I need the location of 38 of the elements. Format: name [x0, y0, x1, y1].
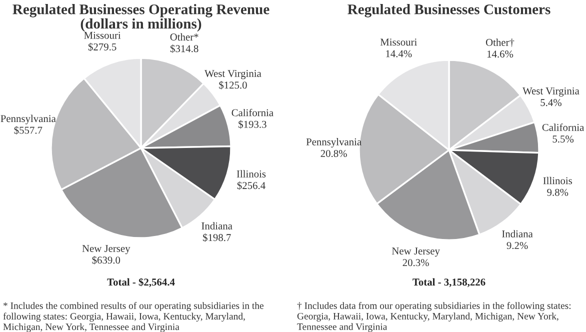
slice-label: Missouri	[84, 32, 121, 39]
slice-label: New Jersey	[392, 248, 440, 257]
text: † Includes data from our operating subsidiaries in the following states: Georgia, Hawaii, Iowa, Kentucky, Maryland, Michigan, New York, Tennessee and Virginia	[297, 302, 571, 332]
slice-label: California	[542, 124, 584, 131]
data-label: $125.0	[219, 81, 247, 90]
data-label: 9.2%	[506, 242, 528, 250]
slice-label: West Virginia	[522, 87, 580, 97]
slice-label: Pennsylvania	[306, 138, 362, 148]
data-label: 14.6%	[487, 50, 514, 58]
chart-title: Regulated Businesses Customers	[348, 4, 550, 18]
data-label: 9.8%	[547, 188, 568, 196]
data-label: $198.7	[202, 233, 231, 242]
slice-label: Other†	[486, 38, 514, 48]
text: Total - 3,158,226	[412, 278, 486, 288]
slice-label: Indiana	[202, 222, 232, 230]
slice-label: West Virginia	[204, 70, 262, 80]
data-label: 20.8%	[320, 150, 347, 158]
data-label: $279.5	[88, 42, 116, 52]
slice-label: Indiana	[502, 230, 533, 238]
data-label: 5.5%	[552, 136, 574, 143]
data-label: $557.7	[14, 126, 42, 134]
slice-label: New Jersey	[82, 245, 130, 254]
data-label: $193.3	[238, 120, 266, 129]
slice-label: Pennsylvania	[0, 114, 56, 124]
data-label: $314.8	[170, 44, 198, 53]
slice-label: Missouri	[380, 38, 417, 46]
text: * Includes the combined results of our operating subsidiaries in the following states: Georgia, Hawaii, Iowa, Kentucky, Maryland, Michigan, New York, Tennessee and Virginia	[3, 302, 264, 332]
data-label: 14.4%	[386, 50, 412, 58]
data-label: 5.4%	[540, 99, 562, 106]
slice-label: Illinois	[543, 176, 572, 184]
chart-title: Regulated Businesses Operating Revenue (dollars in millions)	[12, 4, 270, 32]
slice-label: California	[232, 108, 274, 116]
data-label: 20.3%	[402, 259, 429, 266]
data-label: $256.4	[237, 181, 266, 190]
data-label: $639.0	[92, 256, 120, 264]
text: Total - $2,564.4	[107, 278, 175, 288]
slice-label: Illinois	[236, 170, 266, 178]
slice-label: Other*	[170, 33, 198, 41]
